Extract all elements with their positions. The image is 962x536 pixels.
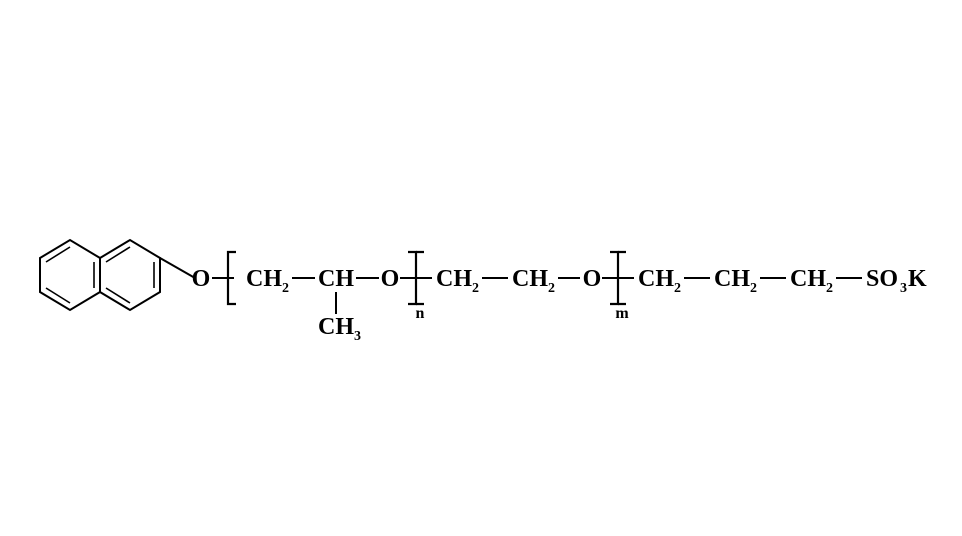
sub-CH2-a1: 2 [282,281,289,296]
atom-O1: O [192,266,211,292]
atom-CH2-c1: CH [638,266,674,292]
sub-CH2-c2: 2 [750,281,757,296]
sub-CH2-c3: 2 [826,281,833,296]
atom-CH2-c2: CH [714,266,750,292]
atom-CH2-c3: CH [790,266,826,292]
sub-SO3K: 3 [900,281,907,296]
atom-CH-a: CH [318,266,354,292]
atom-CH2-b2: CH [512,266,548,292]
chemical-structure: O CH 2 CH CH 3 O n CH 2 CH 2 O m CH 2 [0,0,962,536]
atom-CH3-a: CH [318,314,354,340]
repeat-m: m [615,305,629,322]
atom-CH2-b1: CH [436,266,472,292]
sub-CH2-b1: 2 [472,281,479,296]
atom-O3: O [583,266,602,292]
repeat-n: n [416,305,425,322]
naphthalene-ring [40,240,160,310]
atom-K: K [908,266,927,292]
atom-O2: O [381,266,400,292]
sub-CH2-c1: 2 [674,281,681,296]
atom-CH2-a1: CH [246,266,282,292]
sub-CH2-b2: 2 [548,281,555,296]
atom-SO3K: SO [866,266,898,292]
sub-CH3-a: 3 [354,329,361,344]
bond-ring-O [160,258,195,278]
